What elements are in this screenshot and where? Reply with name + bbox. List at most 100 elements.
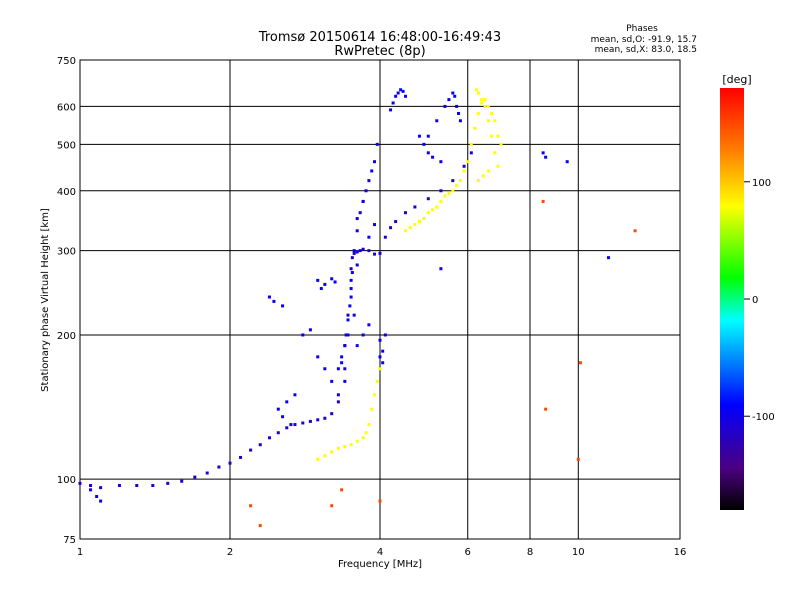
data-point xyxy=(389,108,393,112)
data-point xyxy=(462,169,466,173)
data-point xyxy=(78,481,82,485)
data-point xyxy=(350,271,354,275)
data-point xyxy=(483,104,487,108)
data-point xyxy=(258,524,262,528)
data-point xyxy=(367,179,371,183)
data-point xyxy=(289,423,293,427)
data-point xyxy=(490,111,494,115)
data-point xyxy=(336,367,340,371)
data-point xyxy=(469,142,473,146)
data-point xyxy=(340,355,344,359)
data-point xyxy=(340,488,344,492)
data-point xyxy=(355,217,359,221)
data-point xyxy=(370,169,374,173)
data-point xyxy=(373,160,377,164)
data-point xyxy=(343,444,347,448)
colorbar xyxy=(720,88,744,510)
x-tick-label: 4 xyxy=(377,547,383,558)
data-point xyxy=(475,88,479,92)
colorbar-ticks: 100 0 -100 xyxy=(744,178,775,423)
data-point xyxy=(355,250,359,254)
x-axis-label: Frequency [MHz] xyxy=(338,559,422,570)
y-tick-label: 750 xyxy=(57,56,76,67)
data-point xyxy=(476,91,480,95)
data-point xyxy=(458,119,462,123)
data-point xyxy=(431,208,435,212)
data-point xyxy=(439,267,443,271)
data-point xyxy=(451,189,455,193)
data-point xyxy=(316,457,320,461)
data-point xyxy=(408,226,412,230)
data-point xyxy=(483,98,487,102)
data-point xyxy=(340,361,344,365)
data-point xyxy=(349,443,353,447)
y-tick-label: 400 xyxy=(57,187,76,198)
data-point xyxy=(490,134,494,138)
data-point xyxy=(447,98,451,102)
data-point xyxy=(364,431,368,435)
data-point xyxy=(462,164,466,168)
data-point xyxy=(565,160,569,164)
data-point xyxy=(330,379,334,383)
y-tick-label: 100 xyxy=(57,475,76,486)
data-point xyxy=(469,151,473,155)
data-point xyxy=(89,488,93,492)
data-point xyxy=(373,252,377,256)
x-tick-labels: 1 2 4 6 8 10 16 xyxy=(77,547,687,558)
data-point xyxy=(394,94,398,98)
data-point xyxy=(367,249,371,253)
data-point xyxy=(361,333,365,337)
data-point xyxy=(330,504,334,508)
data-point xyxy=(439,199,443,203)
data-point xyxy=(466,160,470,164)
data-point xyxy=(272,299,276,303)
data-point xyxy=(493,151,497,155)
data-point xyxy=(381,361,385,365)
data-point xyxy=(391,101,395,105)
data-point xyxy=(422,142,426,146)
data-point xyxy=(544,407,548,411)
phases-x-stats: mean, sd,X: 83.0, 18.5 xyxy=(595,45,697,55)
data-point xyxy=(349,267,353,271)
data-point xyxy=(607,256,611,260)
phases-header: Phases xyxy=(626,24,658,34)
data-point xyxy=(435,119,439,123)
data-point xyxy=(443,104,447,108)
data-point xyxy=(355,344,359,348)
chart-title: Tromsø 20150614 16:48:00-16:49:43 xyxy=(258,30,501,45)
data-point xyxy=(389,226,393,230)
data-points xyxy=(78,88,637,528)
data-point xyxy=(349,287,353,291)
y-tick-label: 75 xyxy=(63,535,76,546)
data-point xyxy=(343,344,347,348)
data-point xyxy=(166,481,170,485)
data-point xyxy=(355,229,359,233)
data-point xyxy=(348,304,352,308)
data-point xyxy=(316,355,320,359)
data-point xyxy=(373,223,377,227)
data-point xyxy=(151,483,155,487)
data-point xyxy=(576,457,580,461)
y-tick-label: 200 xyxy=(57,331,76,342)
colorbar-tick-label: 100 xyxy=(752,178,771,189)
data-point xyxy=(381,349,385,353)
data-point xyxy=(352,313,356,317)
colorbar-tick-label: -100 xyxy=(752,412,775,423)
data-point xyxy=(330,450,334,454)
data-point xyxy=(217,465,221,469)
data-point xyxy=(480,101,484,105)
data-point xyxy=(316,278,320,282)
data-point xyxy=(578,361,582,365)
data-point xyxy=(308,328,312,332)
data-point xyxy=(455,104,459,108)
y-tick-label: 300 xyxy=(57,247,76,258)
y-tick-labels: 75 100 200 300 400 500 600 750 xyxy=(57,56,76,546)
data-point xyxy=(633,229,637,233)
data-point xyxy=(180,479,184,483)
data-point xyxy=(293,393,297,397)
data-point xyxy=(276,431,280,435)
data-point xyxy=(323,416,327,420)
colorbar-tick-label: 0 xyxy=(752,295,758,306)
data-point xyxy=(431,155,435,159)
data-point xyxy=(383,333,387,337)
